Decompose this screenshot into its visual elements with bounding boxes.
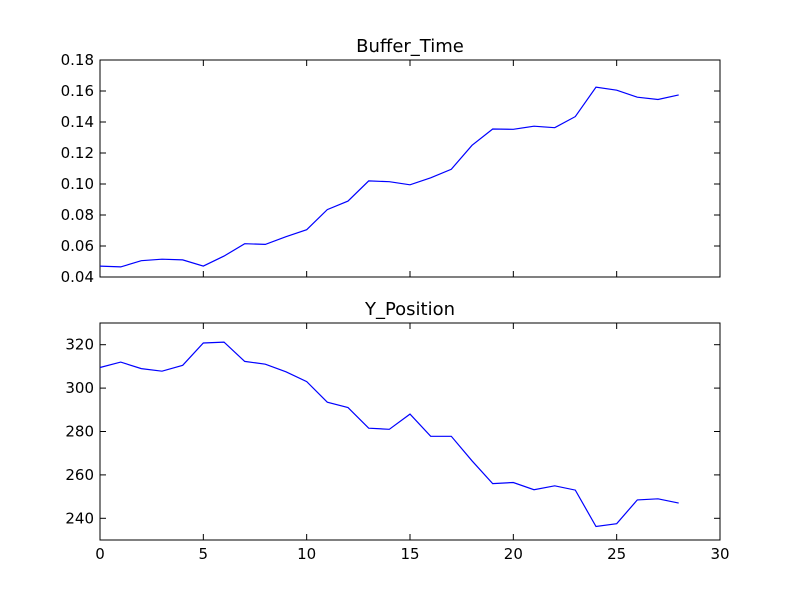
chart-buffer-time: Buffer_Time 0.04 0.06 0.08 0.10 0.12 0.14 0.16 0… (61, 36, 721, 286)
x-tick-label: 25 (607, 545, 626, 563)
x-tick-label: 5 (199, 545, 209, 563)
chart-title-y-position: Y_Position (364, 299, 455, 320)
x-tick-label: 15 (400, 545, 419, 563)
y-tick-label: 300 (65, 379, 94, 397)
y-tick-label: 0.10 (61, 175, 94, 193)
y-tick-label: 280 (65, 423, 94, 441)
y-tick-label: 0.06 (61, 237, 94, 255)
series-line-buffer-time (99, 86, 679, 268)
y-tick-label: 0.16 (61, 82, 94, 100)
x-tick-label: 0 (95, 545, 105, 563)
y-tick-label: 320 (65, 336, 94, 354)
y-tick-label: 0.18 (61, 51, 94, 69)
x-tick-label: 30 (710, 545, 729, 563)
chart-title-buffer-time: Buffer_Time (356, 36, 464, 57)
x-tick-label: 20 (504, 545, 523, 563)
y-tick-label: 0.04 (61, 268, 94, 286)
y-tick-label: 0.14 (61, 113, 94, 131)
y-tick-label: 0.08 (61, 206, 94, 224)
x-tick-label: 10 (297, 545, 316, 563)
chart-y-position: Y_Position 240 260 280 300 320 0 5 10 15 20 25 30 (65, 299, 729, 563)
y-tick-label: 240 (65, 509, 94, 527)
y-tick-label: 260 (65, 466, 94, 484)
series-line-y-position (99, 341, 679, 528)
y-tick-label: 0.12 (61, 144, 94, 162)
